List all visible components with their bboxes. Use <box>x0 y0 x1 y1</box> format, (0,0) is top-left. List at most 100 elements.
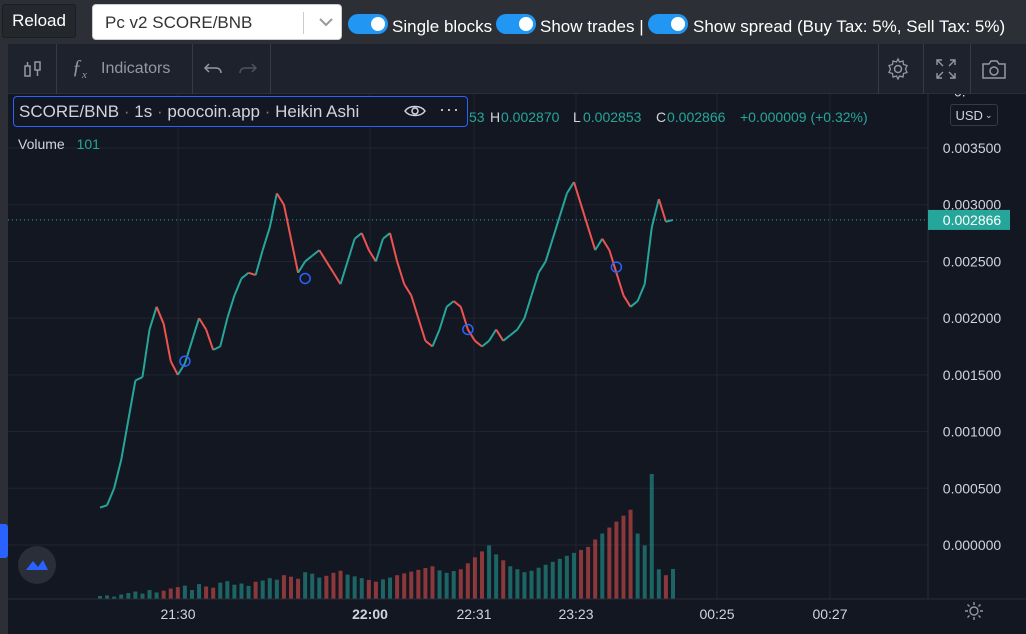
price-segment <box>558 193 568 217</box>
legend-low-value: 0.002853 <box>583 109 642 125</box>
chevron-down-icon[interactable] <box>315 11 337 33</box>
price-segment <box>650 198 660 228</box>
tradingview-logo[interactable] <box>18 546 56 584</box>
price-segment <box>99 504 108 509</box>
volume-bar <box>147 590 152 599</box>
show-spread-toggle[interactable] <box>648 14 688 34</box>
price-segment <box>481 340 490 348</box>
volume-bar <box>267 578 272 599</box>
volume-bar <box>296 578 301 599</box>
price-segment <box>601 238 611 251</box>
pair-select[interactable]: Pc v2 SCORE/BNB <box>92 4 342 40</box>
price-chart[interactable]: 0.000000 0.000500 0.001000 0.001500 0.002000… <box>8 94 1026 634</box>
volume-bar <box>274 579 279 599</box>
volume-bar <box>211 587 216 599</box>
volume-bar <box>480 551 484 599</box>
topbar: Reload Pc v2 SCORE/BNB Single blocks Sho… <box>0 0 1026 44</box>
trade-marker <box>299 272 311 285</box>
price-axis: 0.000000 0.000500 0.001000 0.001500 0.002000… <box>8 94 1026 600</box>
price-segment <box>240 272 250 280</box>
volume-bar <box>140 593 145 599</box>
volume-bar <box>182 585 187 599</box>
x-tick-label: 22:00 <box>352 606 388 622</box>
price-segment <box>162 323 172 362</box>
select-separator <box>303 12 304 34</box>
y-tick-label: 0.003000 <box>943 197 1002 213</box>
volume-bar <box>373 581 378 599</box>
price-segment <box>459 306 469 330</box>
price-segment <box>636 283 646 302</box>
price-segment <box>248 271 256 277</box>
eye-icon[interactable] <box>404 103 426 119</box>
price-segment <box>332 272 342 285</box>
volume-bar <box>437 570 442 599</box>
toggle-knob <box>371 17 385 31</box>
fullscreen-icon[interactable] <box>935 58 957 80</box>
volume-bar <box>649 474 654 599</box>
toggle-knob <box>671 17 685 31</box>
x-tick-label: 23:23 <box>558 606 593 622</box>
price-segment <box>587 227 597 251</box>
fx-icon[interactable]: ƒx <box>72 56 87 81</box>
volume-bar <box>395 575 400 599</box>
volume-bar <box>253 581 258 599</box>
sidebar-expand-tab[interactable] <box>0 524 8 558</box>
chart-grid <box>8 94 1026 634</box>
price-segment <box>643 227 653 285</box>
volume-bars <box>98 474 675 599</box>
candles-icon[interactable] <box>22 58 44 80</box>
time-axis: 21:30 22:00 22:31 23:23 00:25 00:27 <box>160 606 847 622</box>
current-price-badge <box>928 209 1010 230</box>
volume-bar <box>593 539 598 599</box>
price-segment <box>424 340 434 348</box>
price-segment <box>212 345 221 351</box>
legend-box[interactable]: SCORE/BNB · 1s · poocoin.app · Heikin As… <box>13 96 468 127</box>
legend-symbol: SCORE/BNB <box>19 102 120 121</box>
legend-source: poocoin.app <box>167 102 260 121</box>
price-segment <box>268 193 278 228</box>
volume-bar <box>331 572 336 599</box>
price-segment <box>325 260 335 274</box>
toolbar-divider <box>270 44 271 94</box>
price-segment <box>290 238 300 273</box>
price-segment <box>438 306 448 330</box>
x-tick-label: 21:30 <box>160 606 195 622</box>
currency-select[interactable]: USD ⌄ <box>950 104 998 126</box>
sun-icon[interactable] <box>964 601 984 621</box>
trade-marker <box>610 261 623 273</box>
y-tick-label: 0.000000 <box>943 537 1002 553</box>
volume-bar <box>366 579 371 599</box>
volume-bar <box>579 549 584 599</box>
chevron-down-icon: ⌄ <box>984 109 993 120</box>
single-blocks-toggle[interactable] <box>348 14 388 34</box>
volume-bar <box>168 588 173 599</box>
reload-button[interactable]: Reload <box>2 4 76 38</box>
undo-icon[interactable] <box>203 59 223 79</box>
price-segment <box>367 249 377 262</box>
price-segment <box>502 334 511 342</box>
gear-icon[interactable] <box>886 57 910 81</box>
indicators-button[interactable]: Indicators <box>101 60 171 77</box>
more-icon[interactable]: ··· <box>439 99 460 119</box>
volume-bar <box>126 593 131 599</box>
price-segment <box>346 238 356 262</box>
price-segment <box>608 249 618 274</box>
volume-bar <box>536 567 541 599</box>
price-segment <box>665 218 674 223</box>
camera-icon[interactable] <box>981 58 1007 80</box>
legend-close-value: 0.002866 <box>667 109 726 125</box>
price-segment <box>629 300 639 308</box>
price-segment <box>396 261 406 285</box>
price-segment <box>403 283 413 296</box>
volume-bar <box>423 568 428 599</box>
legend-low-label: L <box>573 109 581 125</box>
price-segment <box>106 487 116 506</box>
volume-bar <box>133 591 138 599</box>
y-tick-label: 0.003500 <box>943 140 1002 156</box>
volume-bar <box>98 596 102 599</box>
volume-bar <box>515 569 520 599</box>
x-tick-label: 00:25 <box>699 606 734 622</box>
x-tick-label: 00:27 <box>812 606 847 622</box>
show-trades-toggle[interactable] <box>496 14 536 34</box>
redo-icon[interactable] <box>238 59 258 79</box>
